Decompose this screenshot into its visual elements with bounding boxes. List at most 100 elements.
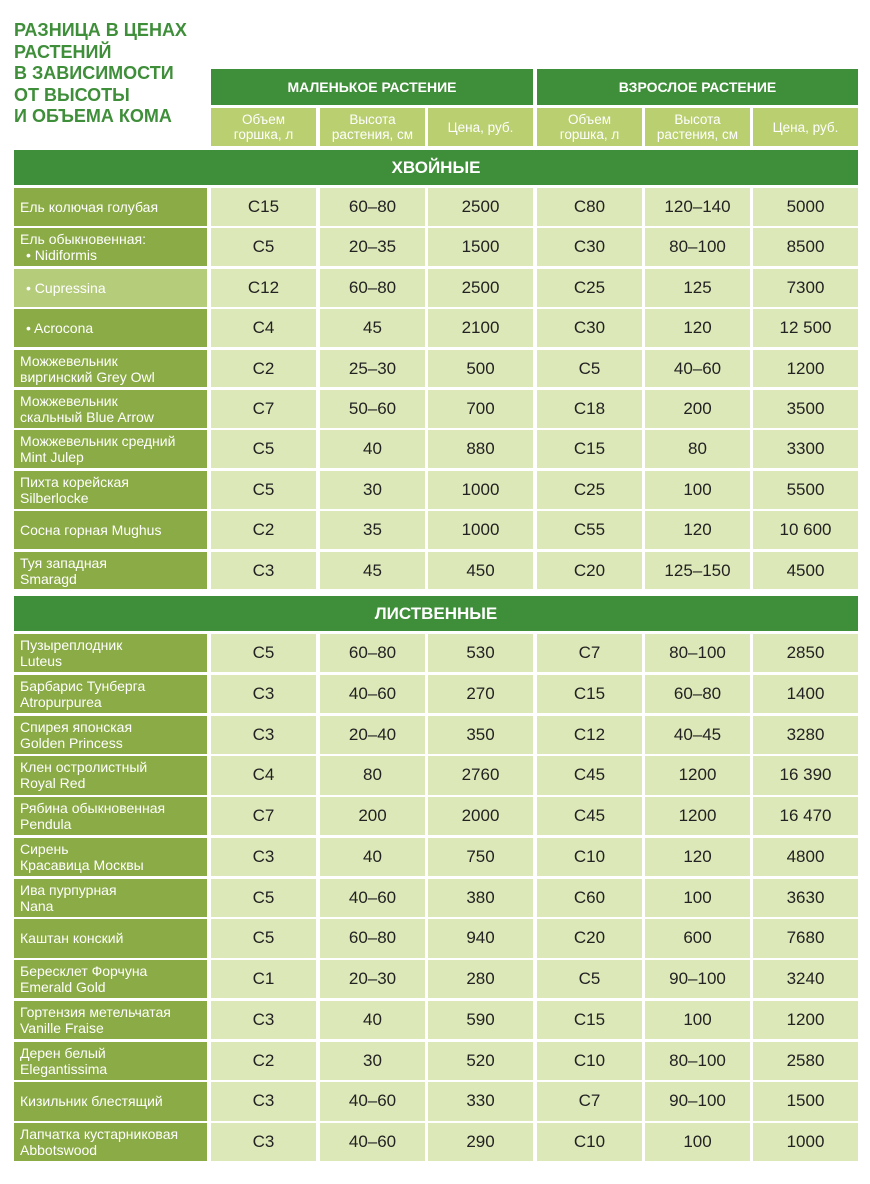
plant-name: Пузыреплодник Luteus <box>14 634 207 673</box>
column-header-line: Объем <box>567 112 611 127</box>
price-cell: 3500 <box>753 390 858 428</box>
price-cell: 600 <box>645 919 750 958</box>
price-cell: C45 <box>537 797 642 836</box>
title-line: В ЗАВИСИМОСТИ <box>14 63 174 83</box>
price-cell: 3630 <box>753 878 858 917</box>
price-cell: 450 <box>428 551 533 590</box>
title-line: РАСТЕНИЙ <box>14 41 112 62</box>
price-cell: 45 <box>320 551 425 590</box>
title-line: РАЗНИЦА В ЦЕНАХ <box>14 20 187 40</box>
price-cell: 16 470 <box>753 797 858 836</box>
price-cell: C2 <box>211 1041 316 1080</box>
plant-name: Дерен белый Elegantissima <box>14 1041 207 1080</box>
price-cell: 100 <box>645 470 750 509</box>
plant-name-line: Mint Julep <box>20 449 84 466</box>
plant-name-line: Лапчатка кустарниковая <box>20 1126 179 1143</box>
price-cell: 3280 <box>753 715 858 754</box>
price-cell: 40–60 <box>320 878 425 917</box>
plant-name-line: Atropurpurea <box>20 693 102 710</box>
plant-name: Можжевельник средний Mint Julep <box>14 430 207 469</box>
price-cell: C10 <box>537 1041 642 1080</box>
price-cell: 1400 <box>753 674 858 713</box>
price-cell: C80 <box>537 188 642 226</box>
price-cell: 25–30 <box>320 349 425 388</box>
column-header-line: Высота <box>349 112 396 127</box>
column-header-line: Цена, руб. <box>772 119 839 135</box>
price-cell: 1000 <box>428 511 533 550</box>
price-cell: C2 <box>211 511 316 550</box>
price-cell: 5500 <box>753 470 858 509</box>
price-cell: C3 <box>211 551 316 590</box>
price-cell: 80–100 <box>645 228 750 267</box>
plant-name-line: Можжевельник средний <box>20 433 176 450</box>
price-cell: C5 <box>211 430 316 469</box>
price-cell: C4 <box>211 309 316 348</box>
price-cell: 90–100 <box>645 960 750 999</box>
plant-name-line: Royal Red <box>20 775 86 792</box>
plant-name: Ива пурпурная Nana <box>14 878 207 917</box>
price-cell: 270 <box>428 674 533 713</box>
price-cell: C5 <box>537 349 642 388</box>
price-cell: 3300 <box>753 430 858 469</box>
plant-name-line: Барбарис Тунберга <box>20 677 146 694</box>
column-header-line: горшка, л <box>233 127 294 142</box>
price-cell: 200 <box>320 797 425 836</box>
plant-name-line: Красавица Москвы <box>20 856 144 873</box>
plant-name-line: • Nidiformis <box>26 247 98 264</box>
price-cell: 40–60 <box>320 674 425 713</box>
price-cell: C7 <box>211 797 316 836</box>
price-cell: 1000 <box>428 470 533 509</box>
price-cell: 40 <box>320 837 425 876</box>
group-header: ВЗРОСЛОЕ РАСТЕНИЕ <box>537 69 858 105</box>
price-cell: 200 <box>645 390 750 428</box>
plant-name-line: Дерен белый <box>20 1044 106 1061</box>
price-cell: C7 <box>537 634 642 673</box>
price-cell: 30 <box>320 470 425 509</box>
price-cell: 35 <box>320 511 425 550</box>
price-cell: 2850 <box>753 634 858 673</box>
price-cell: C15 <box>211 188 316 226</box>
plant-name-line: Silberlocke <box>20 489 89 506</box>
price-cell: 2760 <box>428 756 533 795</box>
price-cell: 16 390 <box>753 756 858 795</box>
plant-name-line: Сосна горная Mughus <box>20 522 162 539</box>
price-cell: 1000 <box>753 1123 858 1162</box>
plant-name-line: Бересклет Форчуна <box>20 963 148 980</box>
price-cell: C4 <box>211 756 316 795</box>
section-header: ХВОЙНЫЕ <box>14 150 858 185</box>
plant-name-line: • Acrocona <box>26 320 94 337</box>
price-cell: 290 <box>428 1123 533 1162</box>
price-cell: 1500 <box>428 228 533 267</box>
plant-name-line: Ель обыкновенная: <box>20 231 146 248</box>
price-cell: 10 600 <box>753 511 858 550</box>
price-cell: 1200 <box>645 756 750 795</box>
price-cell: 60–80 <box>645 674 750 713</box>
plant-name: Сирень Красавица Москвы <box>14 837 207 876</box>
plant-name: • Acrocona <box>14 309 207 348</box>
price-cell: 40–60 <box>645 349 750 388</box>
plant-name: Ель обыкновенная: • Nidiformis <box>14 228 207 267</box>
price-cell: 120–140 <box>645 188 750 226</box>
column-header-line: растения, см <box>656 127 739 142</box>
price-cell: 8500 <box>753 228 858 267</box>
column-header: Цена, руб. <box>428 108 533 146</box>
plant-name: Каштан конский <box>14 919 207 958</box>
column-header-line: горшка, л <box>559 127 620 142</box>
price-cell: 40 <box>320 1000 425 1039</box>
column-header: Цена, руб. <box>753 108 858 146</box>
plant-name: Можжевельник скальный Blue Arrow <box>14 390 207 428</box>
price-cell: 30 <box>320 1041 425 1080</box>
price-cell: 1200 <box>645 797 750 836</box>
column-header-line: Цена, руб. <box>447 119 514 135</box>
price-cell: 380 <box>428 878 533 917</box>
plant-name: Клен остролистный Royal Red <box>14 756 207 795</box>
price-cell: 590 <box>428 1000 533 1039</box>
plant-name-line: • Cupressina <box>26 279 106 296</box>
price-cell: 40–60 <box>320 1082 425 1121</box>
plant-name-line: скальный Blue Arrow <box>20 408 154 425</box>
group-header: МАЛЕНЬКОЕ РАСТЕНИЕ <box>211 69 533 105</box>
price-cell: 125–150 <box>645 551 750 590</box>
plant-name: Пихта корейская Silberlocke <box>14 470 207 509</box>
price-cell: C15 <box>537 430 642 469</box>
price-cell: C3 <box>211 1082 316 1121</box>
